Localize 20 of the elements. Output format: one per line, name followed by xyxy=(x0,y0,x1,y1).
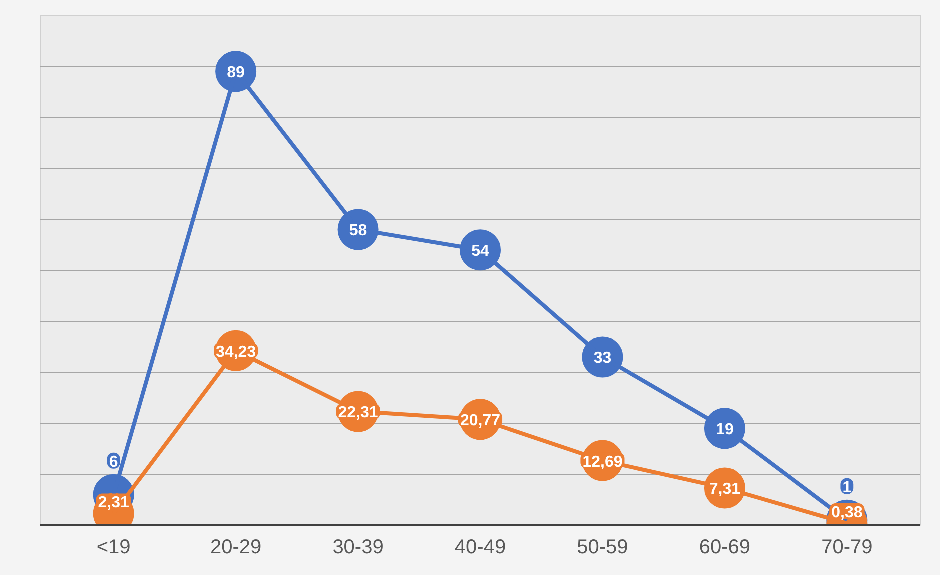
x-tick-label: 50-59 xyxy=(577,536,628,558)
data-label: 34,23 xyxy=(216,344,256,361)
data-label: 2,31 xyxy=(98,494,130,512)
data-label: 22,31 xyxy=(338,404,378,422)
x-tick-label: 70-79 xyxy=(822,536,873,558)
data-label: 89 xyxy=(227,64,246,82)
x-tick-label: 30-39 xyxy=(332,536,384,558)
data-label: 12,69 xyxy=(582,454,623,471)
x-tick-label: 40-49 xyxy=(454,536,506,558)
data-label: 6 xyxy=(109,454,118,471)
data-label: 33 xyxy=(594,350,612,368)
data-label: 1 xyxy=(842,479,852,496)
data-label: 54 xyxy=(472,243,490,260)
data-label: 58 xyxy=(349,222,368,240)
data-label: 20,77 xyxy=(460,412,501,430)
data-label: 7,31 xyxy=(709,481,741,498)
data-label: 19 xyxy=(716,422,734,439)
x-tick-label: 60-69 xyxy=(699,536,751,558)
x-tick-label: <19 xyxy=(96,536,131,558)
x-tick-label: 20-29 xyxy=(210,536,262,558)
